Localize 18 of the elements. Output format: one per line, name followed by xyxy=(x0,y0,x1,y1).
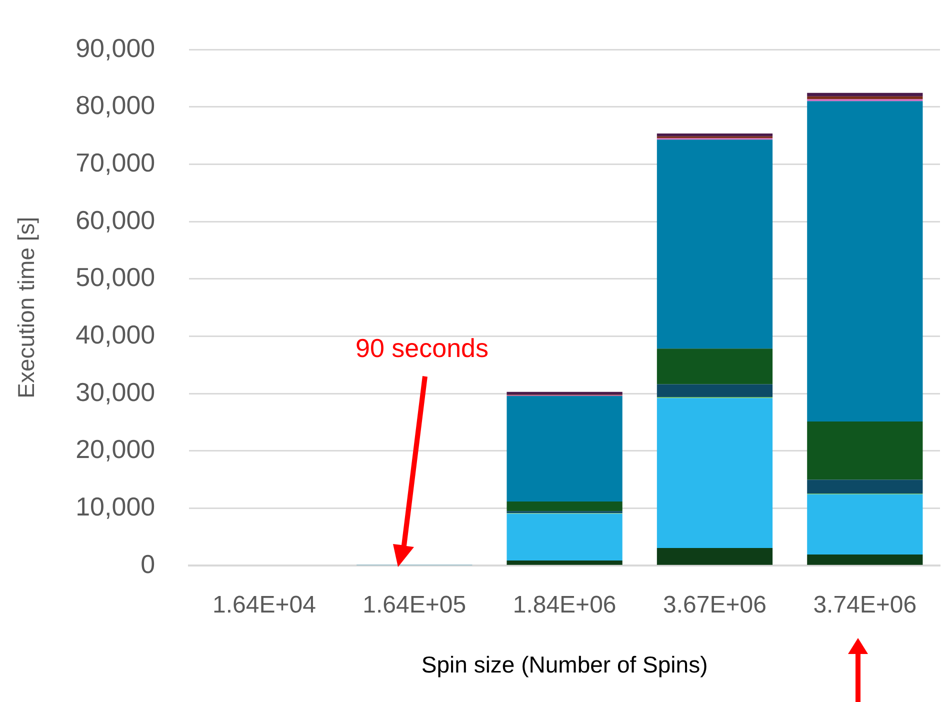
y-tick-label: 40,000 xyxy=(76,319,156,350)
annotation: 90 seconds xyxy=(354,332,490,365)
x-tick-label: 3.74E+06 xyxy=(813,592,917,619)
y-tick-label: 30,000 xyxy=(76,376,156,407)
y-tick-label: 80,000 xyxy=(76,90,156,120)
y-tick-label: 70,000 xyxy=(76,147,156,178)
y-tick-label: 0 xyxy=(140,548,156,579)
x-tick-label: 3.67E+06 xyxy=(663,592,766,619)
y-tick-label: 90,000 xyxy=(76,32,156,63)
y-tick-label: 10,000 xyxy=(76,491,156,522)
x-tick-label: 1.84E+06 xyxy=(512,592,616,619)
x-tick-label: 1.64E+05 xyxy=(362,592,466,619)
x-tick-label: 1.64E+04 xyxy=(212,592,316,619)
y-axis-title: Execution time [s] xyxy=(13,216,40,398)
y-tick-label: 20,000 xyxy=(76,434,156,464)
y-tick-label: 50,000 xyxy=(76,262,156,292)
x-axis-title: Spin size (Number of Spins) xyxy=(421,652,708,678)
y-tick-label: 60,000 xyxy=(76,204,156,235)
